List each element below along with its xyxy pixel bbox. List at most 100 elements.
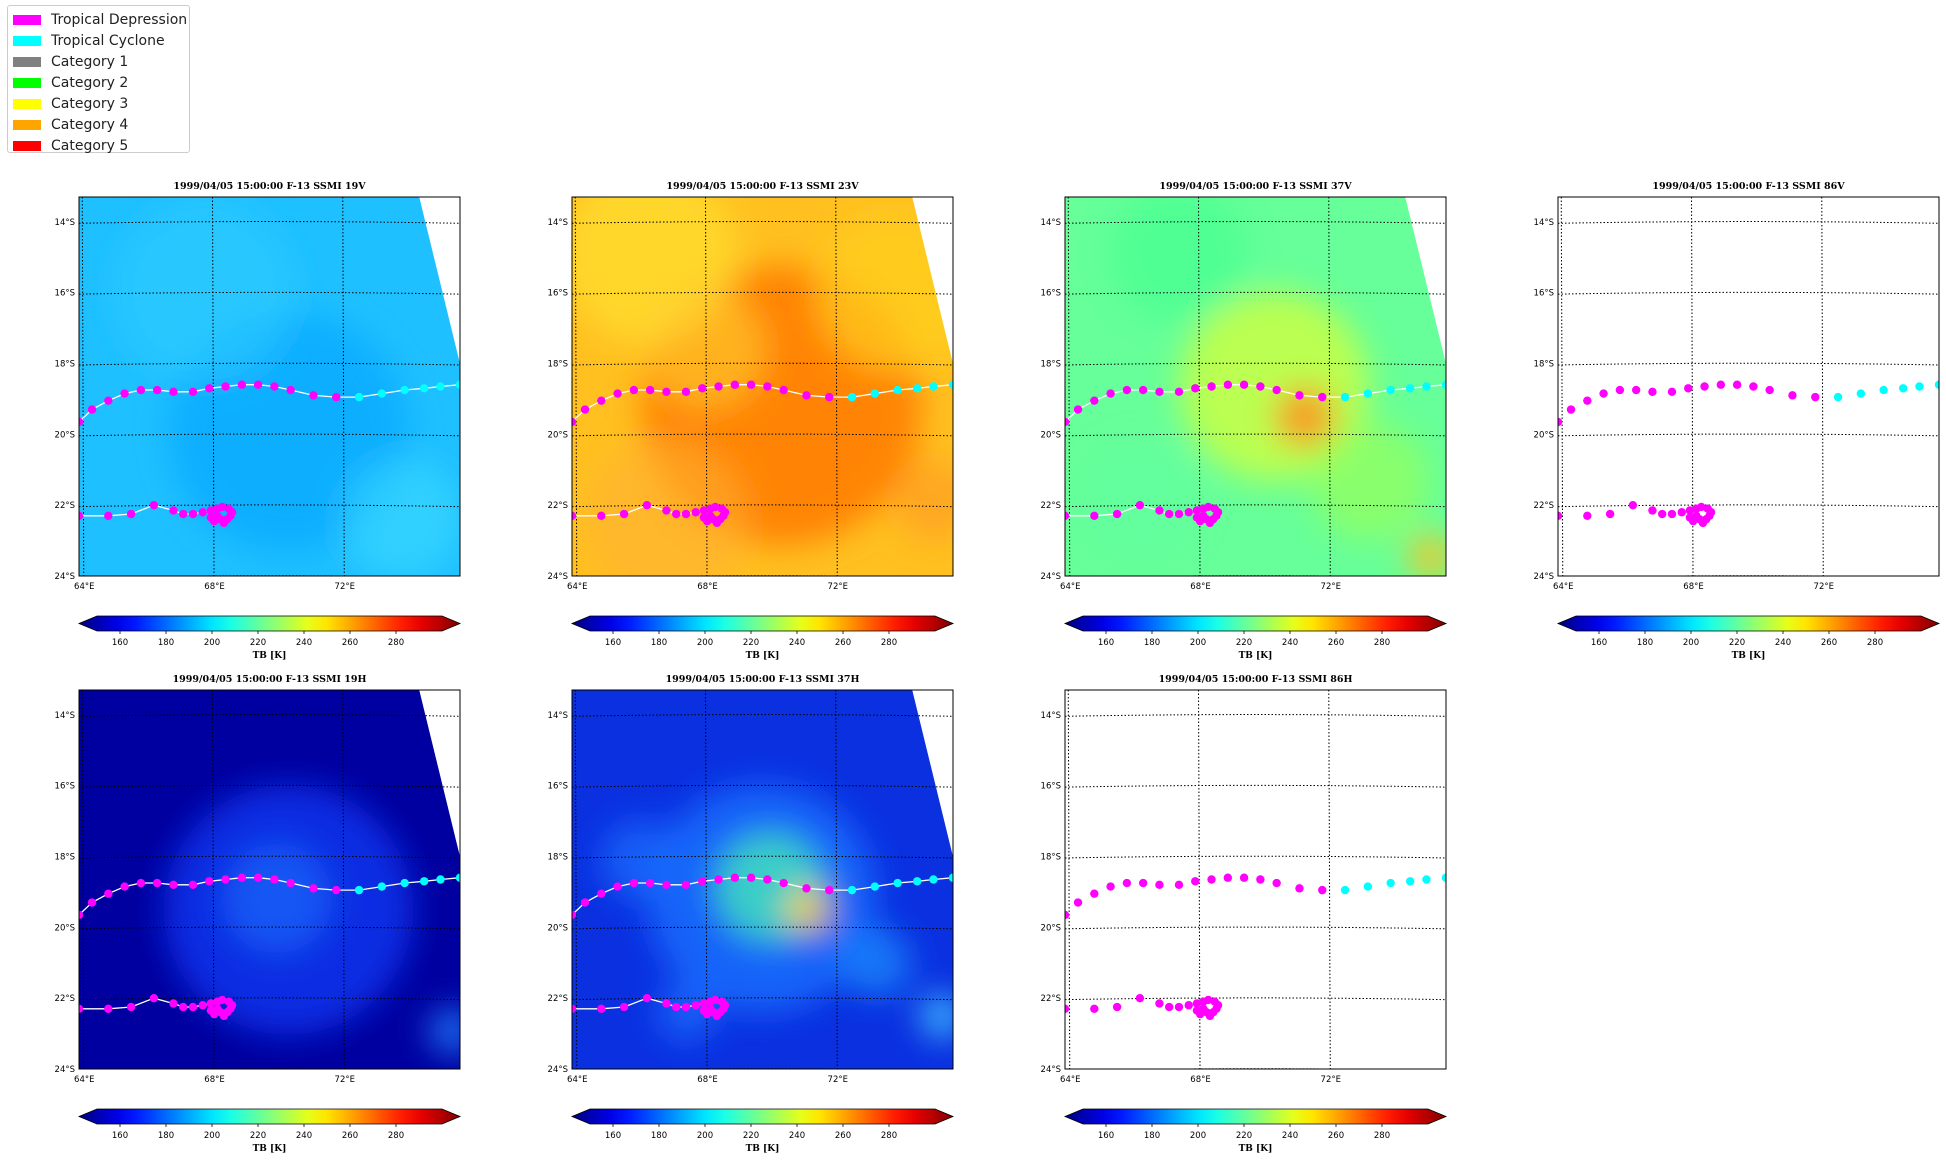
- lat-tick-label: 20°S: [548, 430, 568, 440]
- panel-frame: [571, 196, 954, 577]
- parallel-line: [79, 504, 460, 508]
- lat-tick-label: 16°S: [548, 782, 568, 792]
- panel-frame: [571, 689, 954, 1070]
- lon-tick-label: 72°E: [828, 582, 848, 592]
- track-point: [613, 389, 622, 398]
- colorbar-tick-label: 160: [1098, 638, 1114, 648]
- track-point: [1165, 1002, 1174, 1012]
- track-point: [730, 380, 740, 389]
- lon-tick-label: 64°E: [567, 582, 587, 592]
- lat-tick-label: 18°S: [55, 852, 75, 862]
- track-point: [149, 993, 159, 1003]
- lat-tick-label: 20°S: [55, 923, 75, 933]
- track-point: [1155, 506, 1164, 515]
- track-point: [206, 506, 216, 515]
- track-point: [1192, 999, 1202, 1008]
- track-point: [455, 873, 460, 882]
- track-point: [1732, 380, 1742, 389]
- track-point: [1648, 506, 1657, 515]
- track-point: [1615, 385, 1625, 395]
- track-point: [1272, 878, 1281, 888]
- track-point: [714, 382, 723, 391]
- track-point: [699, 513, 709, 522]
- track-point: [1122, 878, 1132, 888]
- track-point: [912, 384, 922, 393]
- colorbar: 160 180 200 220 240 260 280 TB [K]: [570, 615, 955, 661]
- track-point: [169, 999, 178, 1008]
- track-point: [1340, 392, 1350, 402]
- legend-swatch: [13, 119, 41, 130]
- track-point: [1065, 1004, 1070, 1013]
- track-point: [1191, 877, 1200, 886]
- track-point: [1174, 1002, 1184, 1012]
- track-point: [662, 387, 671, 397]
- field-blob: [1275, 386, 1336, 447]
- track-point: [126, 1002, 136, 1012]
- cyclone-tracks: [79, 380, 460, 528]
- lon-tick-label: 72°E: [335, 582, 355, 592]
- graticule: [1065, 690, 1446, 1069]
- lon-tick-label: 64°E: [1060, 582, 1080, 592]
- track-point: [672, 1002, 681, 1012]
- track-point: [332, 885, 341, 895]
- lon-tick-label: 68°E: [204, 582, 224, 592]
- track-point: [136, 385, 146, 395]
- track-point: [1073, 405, 1083, 414]
- track-point: [1628, 500, 1638, 510]
- colorbar-tick-label: 280: [881, 638, 897, 648]
- track-point: [698, 384, 707, 393]
- track-point: [1811, 392, 1820, 402]
- track-line: [1065, 384, 1446, 423]
- meridian-line: [1328, 690, 1331, 1069]
- colorbar-tick-label: 220: [1236, 638, 1252, 648]
- track-point: [572, 910, 577, 920]
- parallel-line: [79, 997, 460, 1001]
- track-point: [377, 882, 387, 891]
- colorbar-tick-label: 240: [296, 638, 312, 648]
- lon-tick-label: 68°E: [1683, 582, 1703, 592]
- legend-label: Tropical Depression: [51, 11, 188, 28]
- track-point: [1138, 385, 1148, 395]
- parallel-line: [1065, 855, 1446, 859]
- track-point: [1192, 506, 1202, 515]
- parallel-line: [79, 362, 460, 366]
- track-line: [79, 877, 460, 916]
- track-point: [221, 875, 230, 884]
- track-point: [642, 500, 652, 510]
- lon-tick-label: 64°E: [1553, 582, 1573, 592]
- track-point: [198, 1001, 207, 1010]
- lat-tick-label: 24°S: [55, 572, 75, 582]
- field-blob: [600, 820, 681, 901]
- lat-tick-label: 22°S: [548, 994, 568, 1004]
- panel-title: 1999/04/05 15:00:00 F-13 SSMI 23V: [666, 181, 859, 192]
- lon-tick-label: 64°E: [567, 1075, 587, 1085]
- meridian-line: [81, 690, 85, 1069]
- lat-tick-label: 22°S: [1041, 994, 1061, 1004]
- track-point: [1155, 999, 1164, 1008]
- map-panel: 1999/04/05 15:00:00 F-13 SSMI 23V 14°S 16°…: [548, 181, 955, 661]
- panel-frame: [78, 689, 461, 1070]
- lat-tick-label: 24°S: [1041, 572, 1061, 582]
- colorbar-tick-label: 280: [881, 1131, 897, 1141]
- lon-tick-label: 68°E: [1190, 1075, 1210, 1085]
- colorbar-tick-label: 260: [835, 1131, 851, 1141]
- colorbar-label: TB [K]: [746, 1144, 780, 1154]
- parallel-line: [79, 714, 460, 717]
- track-point: [1090, 511, 1099, 520]
- colorbar-tick-label: 280: [388, 1131, 404, 1141]
- track-point: [104, 396, 113, 405]
- map-panel: 1999/04/05 15:00:00 F-13 SSMI 19H 14°S 16°…: [55, 674, 462, 1154]
- track-point: [218, 995, 227, 1005]
- track-point: [645, 878, 655, 888]
- track-point: [1272, 385, 1281, 395]
- track-point: [746, 873, 756, 882]
- track-point: [1386, 385, 1395, 395]
- lat-tick-label: 14°S: [1041, 218, 1061, 228]
- cyclone-tracks: [572, 380, 953, 528]
- swath-edge-gap: [912, 690, 953, 857]
- colorbar-bar: [77, 1108, 462, 1125]
- colorbar-tick-label: 200: [204, 1131, 220, 1141]
- track-point: [206, 1006, 216, 1015]
- brightness-temperature-field: [572, 197, 953, 576]
- legend-swatch: [13, 77, 41, 88]
